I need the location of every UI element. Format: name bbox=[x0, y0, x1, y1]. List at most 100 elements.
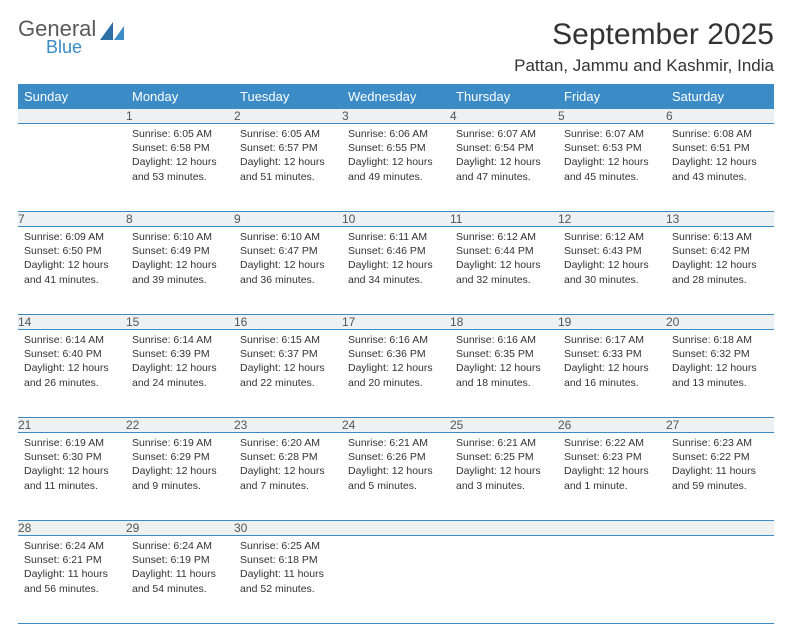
day-number: 28 bbox=[18, 521, 126, 536]
day-cell-content: Sunrise: 6:21 AMSunset: 6:25 PMDaylight:… bbox=[450, 433, 558, 497]
sunset-text: Sunset: 6:42 PM bbox=[672, 244, 768, 258]
daylight-text: Daylight: 12 hours and 22 minutes. bbox=[240, 361, 336, 389]
sunset-text: Sunset: 6:35 PM bbox=[456, 347, 552, 361]
day-number-row: 123456 bbox=[18, 109, 774, 124]
daylight-text: Daylight: 12 hours and 41 minutes. bbox=[24, 258, 120, 286]
day-cell: Sunrise: 6:14 AMSunset: 6:40 PMDaylight:… bbox=[18, 330, 126, 418]
sunrise-text: Sunrise: 6:09 AM bbox=[24, 230, 120, 244]
weekday-header: Saturday bbox=[666, 84, 774, 109]
sunset-text: Sunset: 6:29 PM bbox=[132, 450, 228, 464]
day-cell: Sunrise: 6:06 AMSunset: 6:55 PMDaylight:… bbox=[342, 124, 450, 212]
sunset-text: Sunset: 6:18 PM bbox=[240, 553, 336, 567]
weekday-header: Wednesday bbox=[342, 84, 450, 109]
sunrise-text: Sunrise: 6:24 AM bbox=[132, 539, 228, 553]
daylight-text: Daylight: 12 hours and 26 minutes. bbox=[24, 361, 120, 389]
daylight-text: Daylight: 12 hours and 16 minutes. bbox=[564, 361, 660, 389]
day-number: 19 bbox=[558, 315, 666, 330]
weekday-header: Thursday bbox=[450, 84, 558, 109]
sunset-text: Sunset: 6:47 PM bbox=[240, 244, 336, 258]
day-cell-content: Sunrise: 6:12 AMSunset: 6:44 PMDaylight:… bbox=[450, 227, 558, 291]
day-cell-content: Sunrise: 6:19 AMSunset: 6:30 PMDaylight:… bbox=[18, 433, 126, 497]
day-content-row: Sunrise: 6:05 AMSunset: 6:58 PMDaylight:… bbox=[18, 124, 774, 212]
day-cell: Sunrise: 6:11 AMSunset: 6:46 PMDaylight:… bbox=[342, 227, 450, 315]
day-cell: Sunrise: 6:16 AMSunset: 6:36 PMDaylight:… bbox=[342, 330, 450, 418]
daylight-text: Daylight: 12 hours and 45 minutes. bbox=[564, 155, 660, 183]
day-number: 14 bbox=[18, 315, 126, 330]
day-cell-content: Sunrise: 6:06 AMSunset: 6:55 PMDaylight:… bbox=[342, 124, 450, 188]
daylight-text: Daylight: 12 hours and 53 minutes. bbox=[132, 155, 228, 183]
weekday-header: Friday bbox=[558, 84, 666, 109]
daylight-text: Daylight: 12 hours and 36 minutes. bbox=[240, 258, 336, 286]
daylight-text: Daylight: 12 hours and 3 minutes. bbox=[456, 464, 552, 492]
weekday-header: Monday bbox=[126, 84, 234, 109]
sunset-text: Sunset: 6:36 PM bbox=[348, 347, 444, 361]
day-content-row: Sunrise: 6:14 AMSunset: 6:40 PMDaylight:… bbox=[18, 330, 774, 418]
day-cell: Sunrise: 6:16 AMSunset: 6:35 PMDaylight:… bbox=[450, 330, 558, 418]
day-cell-content bbox=[342, 536, 450, 543]
day-number bbox=[342, 521, 450, 536]
day-cell bbox=[450, 536, 558, 624]
sunset-text: Sunset: 6:28 PM bbox=[240, 450, 336, 464]
day-number: 11 bbox=[450, 212, 558, 227]
day-number: 9 bbox=[234, 212, 342, 227]
title-block: September 2025 Pattan, Jammu and Kashmir… bbox=[514, 18, 774, 76]
day-number: 15 bbox=[126, 315, 234, 330]
day-number: 16 bbox=[234, 315, 342, 330]
day-number-row: 14151617181920 bbox=[18, 315, 774, 330]
day-cell-content: Sunrise: 6:05 AMSunset: 6:57 PMDaylight:… bbox=[234, 124, 342, 188]
sunrise-text: Sunrise: 6:05 AM bbox=[240, 127, 336, 141]
sunset-text: Sunset: 6:40 PM bbox=[24, 347, 120, 361]
day-cell: Sunrise: 6:13 AMSunset: 6:42 PMDaylight:… bbox=[666, 227, 774, 315]
day-number: 21 bbox=[18, 418, 126, 433]
calendar-body: 123456Sunrise: 6:05 AMSunset: 6:58 PMDay… bbox=[18, 109, 774, 624]
day-cell: Sunrise: 6:10 AMSunset: 6:47 PMDaylight:… bbox=[234, 227, 342, 315]
day-cell-content: Sunrise: 6:11 AMSunset: 6:46 PMDaylight:… bbox=[342, 227, 450, 291]
sunrise-text: Sunrise: 6:16 AM bbox=[456, 333, 552, 347]
day-cell-content: Sunrise: 6:23 AMSunset: 6:22 PMDaylight:… bbox=[666, 433, 774, 497]
sunrise-text: Sunrise: 6:18 AM bbox=[672, 333, 768, 347]
day-cell-content: Sunrise: 6:07 AMSunset: 6:53 PMDaylight:… bbox=[558, 124, 666, 188]
sunset-text: Sunset: 6:37 PM bbox=[240, 347, 336, 361]
day-cell-content: Sunrise: 6:07 AMSunset: 6:54 PMDaylight:… bbox=[450, 124, 558, 188]
day-cell: Sunrise: 6:25 AMSunset: 6:18 PMDaylight:… bbox=[234, 536, 342, 624]
day-cell: Sunrise: 6:15 AMSunset: 6:37 PMDaylight:… bbox=[234, 330, 342, 418]
daylight-text: Daylight: 12 hours and 9 minutes. bbox=[132, 464, 228, 492]
day-cell-content: Sunrise: 6:14 AMSunset: 6:39 PMDaylight:… bbox=[126, 330, 234, 394]
day-number bbox=[666, 521, 774, 536]
day-cell-content: Sunrise: 6:22 AMSunset: 6:23 PMDaylight:… bbox=[558, 433, 666, 497]
day-cell-content: Sunrise: 6:14 AMSunset: 6:40 PMDaylight:… bbox=[18, 330, 126, 394]
sunrise-text: Sunrise: 6:11 AM bbox=[348, 230, 444, 244]
day-cell: Sunrise: 6:07 AMSunset: 6:53 PMDaylight:… bbox=[558, 124, 666, 212]
weekday-header-row: Sunday Monday Tuesday Wednesday Thursday… bbox=[18, 84, 774, 109]
sunrise-text: Sunrise: 6:16 AM bbox=[348, 333, 444, 347]
day-number: 1 bbox=[126, 109, 234, 124]
day-content-row: Sunrise: 6:19 AMSunset: 6:30 PMDaylight:… bbox=[18, 433, 774, 521]
day-number bbox=[450, 521, 558, 536]
day-cell: Sunrise: 6:05 AMSunset: 6:58 PMDaylight:… bbox=[126, 124, 234, 212]
sunrise-text: Sunrise: 6:17 AM bbox=[564, 333, 660, 347]
sunset-text: Sunset: 6:21 PM bbox=[24, 553, 120, 567]
daylight-text: Daylight: 12 hours and 51 minutes. bbox=[240, 155, 336, 183]
day-number: 3 bbox=[342, 109, 450, 124]
sunrise-text: Sunrise: 6:08 AM bbox=[672, 127, 768, 141]
day-content-row: Sunrise: 6:09 AMSunset: 6:50 PMDaylight:… bbox=[18, 227, 774, 315]
sunset-text: Sunset: 6:49 PM bbox=[132, 244, 228, 258]
sunset-text: Sunset: 6:55 PM bbox=[348, 141, 444, 155]
day-cell bbox=[558, 536, 666, 624]
daylight-text: Daylight: 12 hours and 34 minutes. bbox=[348, 258, 444, 286]
day-number: 20 bbox=[666, 315, 774, 330]
day-number: 7 bbox=[18, 212, 126, 227]
daylight-text: Daylight: 12 hours and 5 minutes. bbox=[348, 464, 444, 492]
day-cell: Sunrise: 6:12 AMSunset: 6:43 PMDaylight:… bbox=[558, 227, 666, 315]
day-cell-content: Sunrise: 6:17 AMSunset: 6:33 PMDaylight:… bbox=[558, 330, 666, 394]
day-cell-content: Sunrise: 6:05 AMSunset: 6:58 PMDaylight:… bbox=[126, 124, 234, 188]
daylight-text: Daylight: 12 hours and 24 minutes. bbox=[132, 361, 228, 389]
daylight-text: Daylight: 12 hours and 11 minutes. bbox=[24, 464, 120, 492]
day-cell: Sunrise: 6:24 AMSunset: 6:21 PMDaylight:… bbox=[18, 536, 126, 624]
day-number: 18 bbox=[450, 315, 558, 330]
daylight-text: Daylight: 12 hours and 49 minutes. bbox=[348, 155, 444, 183]
day-cell-content: Sunrise: 6:18 AMSunset: 6:32 PMDaylight:… bbox=[666, 330, 774, 394]
day-cell-content: Sunrise: 6:09 AMSunset: 6:50 PMDaylight:… bbox=[18, 227, 126, 291]
day-cell: Sunrise: 6:08 AMSunset: 6:51 PMDaylight:… bbox=[666, 124, 774, 212]
day-cell-content: Sunrise: 6:21 AMSunset: 6:26 PMDaylight:… bbox=[342, 433, 450, 497]
